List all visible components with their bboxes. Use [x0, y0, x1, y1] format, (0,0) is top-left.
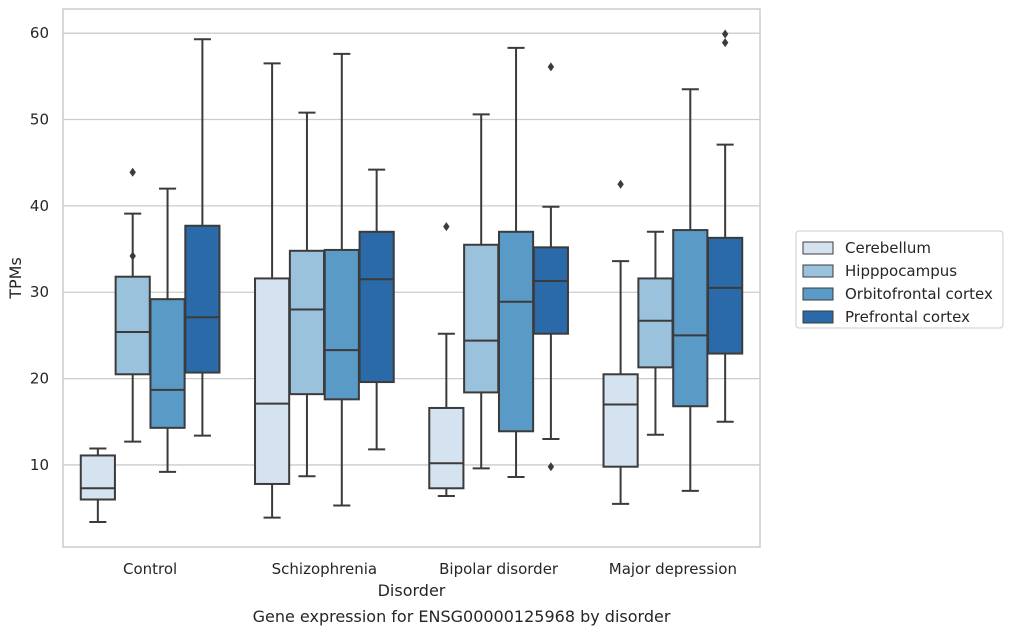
x-tick-label: Bipolar disorder: [439, 560, 559, 578]
outlier-point: [129, 251, 136, 261]
legend-item: Prefrontal cortex: [802, 308, 970, 326]
legend-label: Prefrontal cortex: [845, 308, 970, 326]
iqr-box: [707, 236, 744, 355]
legend-frame: [795, 230, 1004, 329]
iqr-box: [79, 454, 116, 501]
legend-item: Cerebellum: [802, 239, 931, 257]
y-tick-label: 40: [30, 197, 49, 215]
box-cerebellum: [602, 179, 639, 505]
y-axis-ticks: 10 20 30 40 50 60: [30, 24, 49, 474]
legend-label: Orbitofrontal cortex: [845, 285, 993, 303]
legend-swatch: [802, 310, 834, 324]
chart-title: Gene expression for ENSG00000125968 by d…: [253, 607, 671, 626]
iqr-box: [254, 277, 291, 485]
iqr-box: [497, 230, 535, 433]
outlier-point: [129, 167, 136, 177]
box-orbitofrontal-cortex: [323, 52, 360, 507]
iqr-box: [602, 373, 639, 468]
legend-swatch: [802, 287, 834, 301]
box-orbitofrontal-cortex: [149, 187, 186, 473]
legend-swatch: [802, 264, 834, 278]
x-axis-label: Disorder: [378, 581, 446, 600]
y-tick-label: 30: [30, 283, 49, 301]
outlier-point: [617, 179, 624, 189]
box-orbitofrontal-cortex: [672, 88, 709, 492]
box-cerebellum: [254, 62, 291, 519]
box-prefrontal-cortex: [358, 168, 395, 451]
y-tick-label: 10: [30, 456, 49, 474]
boxplot-marks: [79, 29, 744, 523]
legend-item: Orbitofrontal cortex: [802, 285, 993, 303]
outlier-point: [721, 38, 729, 48]
y-tick-label: 60: [30, 24, 49, 42]
iqr-box: [149, 298, 186, 429]
box-prefrontal-cortex: [184, 38, 221, 437]
y-axis-label: TPMs: [6, 257, 25, 300]
iqr-box: [532, 246, 569, 335]
y-tick-label: 50: [30, 111, 49, 129]
iqr-box: [428, 406, 465, 490]
box-cerebellum: [79, 447, 116, 523]
iqr-box: [184, 224, 221, 374]
outlier-point: [547, 462, 555, 472]
x-axis-ticks: Control Schizophrenia Bipolar disorder Majo…: [123, 560, 737, 578]
legend-label: Cerebellum: [845, 239, 931, 257]
iqr-box: [323, 248, 360, 401]
outlier-point: [547, 62, 555, 72]
x-tick-label: Control: [123, 560, 177, 578]
box-prefrontal-cortex: [532, 62, 569, 472]
box-hipppocampus: [288, 111, 326, 478]
iqr-box: [358, 230, 395, 384]
y-tick-label: 20: [30, 370, 49, 388]
box-hipppocampus: [463, 113, 500, 470]
outlier-point: [721, 29, 729, 39]
iqr-box: [288, 249, 326, 396]
outlier-point: [443, 222, 450, 232]
legend-label: Hipppocampus: [845, 262, 957, 280]
plot-frame: [62, 8, 761, 548]
box-orbitofrontal-cortex: [497, 46, 535, 479]
box-hipppocampus: [114, 167, 151, 443]
legend: Cerebellum Hipppocampus Orbitofrontal cort…: [795, 230, 1004, 329]
box-prefrontal-cortex: [707, 29, 744, 423]
iqr-box: [672, 229, 709, 408]
legend-item: Hipppocampus: [802, 262, 957, 280]
iqr-box: [637, 277, 674, 369]
box-hipppocampus: [637, 230, 674, 436]
legend-swatch: [802, 241, 834, 255]
iqr-box: [463, 243, 500, 394]
box-cerebellum: [428, 222, 465, 498]
x-tick-label: Major depression: [609, 560, 737, 578]
iqr-box: [114, 275, 151, 376]
x-tick-label: Schizophrenia: [272, 560, 377, 578]
